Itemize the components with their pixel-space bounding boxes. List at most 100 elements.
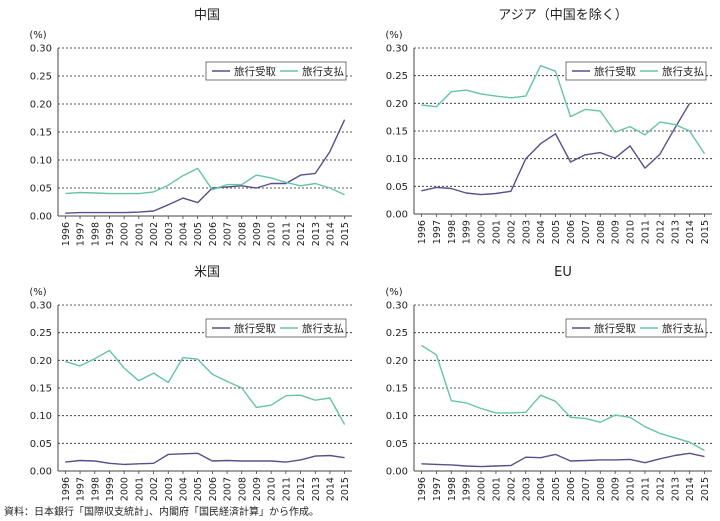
x-tick-label: 2012: [296, 222, 307, 246]
series-line-receipts: [421, 452, 705, 468]
x-tick-label: 2006: [208, 477, 219, 501]
series-line-receipts: [65, 452, 345, 466]
legend-label-receipts: 旅行受取: [234, 322, 276, 335]
legend-label-receipts: 旅行受取: [594, 322, 636, 335]
x-tick-label: 2000: [120, 477, 131, 501]
x-tick-label: 2001: [491, 220, 502, 244]
x-tick-label: 1999: [462, 220, 473, 244]
y-tick-label: 0.30: [386, 301, 408, 312]
x-tick-label: 1997: [76, 477, 87, 501]
x-tick-label: 2006: [208, 222, 219, 246]
x-tick-label: 2005: [551, 220, 562, 244]
x-tick-label: 2002: [506, 220, 517, 244]
y-tick-label: 0.15: [30, 384, 52, 395]
x-tick-label: 2003: [164, 477, 175, 501]
chart-panel-1: 中国 (%) 0.00 0.05 0.10 0.15 0.20 0.25 0.30 1996 199…: [29, 8, 352, 246]
y-tick-label: 0.30: [30, 301, 52, 312]
legend-box: [565, 61, 707, 81]
y-axis-unit: (%): [29, 287, 46, 298]
x-tick-label: 2015: [700, 477, 711, 501]
x-tick-label: 2012: [655, 220, 666, 244]
x-tick-label: 1996: [417, 220, 428, 244]
x-tick-label: 2003: [521, 477, 532, 501]
x-tick-label: 2002: [149, 477, 160, 501]
x-tick-label: 2011: [640, 220, 651, 244]
x-tick-label: 1999: [462, 477, 473, 501]
x-tick-label: 2008: [596, 477, 607, 501]
legend-box: [205, 318, 347, 338]
x-tick-label: 2014: [685, 477, 696, 501]
y-tick-label: 0.10: [30, 411, 52, 422]
x-tick-label: 1996: [417, 477, 428, 501]
x-tick-label: 2014: [325, 222, 336, 246]
x-tick-label: 2013: [311, 477, 322, 501]
x-tick-label: 2009: [611, 220, 622, 244]
x-tick-label: 2002: [149, 222, 160, 246]
x-tick-label: 1998: [90, 477, 101, 501]
x-tick-label: 2009: [611, 477, 622, 501]
x-tick-label: 2012: [296, 477, 307, 501]
x-tick-label: 2011: [281, 222, 292, 246]
x-tick-label: 2004: [536, 220, 547, 244]
x-tick-label: 2004: [536, 477, 547, 501]
chart-panel-4: EU (%) 0.00 0.05 0.10 0.15 0.20 0.25 0.30 1996 199…: [385, 265, 712, 501]
y-tick-label: 0.05: [30, 184, 52, 195]
x-tick-label: 2004: [178, 477, 189, 501]
series-line-payments: [421, 65, 706, 155]
x-tick-label: 2015: [340, 477, 351, 501]
x-tick-label: 1996: [61, 477, 72, 501]
x-tick-label: 2007: [581, 477, 592, 501]
legend: 旅行受取 旅行支払: [205, 318, 347, 338]
x-tick-label: 2012: [655, 477, 666, 501]
x-tick-label: 2006: [566, 477, 577, 501]
x-tick-label: 2005: [193, 477, 204, 501]
x-tick-label: 2007: [223, 222, 234, 246]
x-tick-label: 1999: [105, 222, 116, 246]
legend-box: [565, 318, 707, 338]
y-tick-label: 0.25: [386, 71, 408, 82]
series-line-receipts: [65, 119, 346, 214]
x-tick-label: 2009: [252, 222, 263, 246]
x-tick-label: 2008: [596, 220, 607, 244]
chart-title: アジア（中国を除く）: [498, 8, 627, 23]
x-tick-label: 1997: [432, 477, 443, 501]
legend-box: [205, 61, 347, 81]
x-tick-label: 2010: [267, 477, 278, 501]
legend: 旅行受取 旅行支払: [565, 61, 707, 81]
y-axis-unit: (%): [385, 30, 402, 41]
y-tick-label: 0.10: [386, 411, 408, 422]
x-tick-label: 2003: [521, 220, 532, 244]
x-tick-label: 2011: [640, 477, 651, 501]
y-tick-label: 0.00: [30, 467, 52, 478]
y-tick-label: 0.20: [386, 99, 408, 110]
y-tick-label: 0.30: [30, 44, 52, 55]
y-tick-label: 0.15: [386, 127, 408, 138]
x-tick-label: 2005: [193, 222, 204, 246]
y-tick-label: 0.25: [30, 328, 52, 339]
x-tick-label: 2001: [134, 222, 145, 246]
x-tick-label: 2006: [566, 220, 577, 244]
legend-label-payments: 旅行支払: [302, 65, 344, 78]
legend-label-payments: 旅行支払: [662, 65, 704, 78]
x-tick-label: 2008: [237, 477, 248, 501]
chart-title: EU: [554, 265, 572, 280]
series-line-payments: [65, 167, 345, 196]
y-tick-label: 0.00: [386, 210, 408, 221]
legend-label-payments: 旅行支払: [302, 322, 344, 335]
x-tick-label: 2001: [134, 477, 145, 501]
y-tick-label: 0.10: [30, 156, 52, 167]
x-tick-label: 2001: [491, 477, 502, 501]
x-tick-label: 2013: [311, 222, 322, 246]
x-tick-label: 2004: [178, 222, 189, 246]
x-tick-label: 2005: [551, 477, 562, 501]
y-tick-label: 0.10: [386, 154, 408, 165]
x-tick-label: 2007: [223, 477, 234, 501]
chart-panel-2: アジア（中国を除く） (%) 0.00 0.05 0.10 0.15 0.20 0.25 0.3…: [385, 8, 712, 244]
x-tick-label: 1999: [105, 477, 116, 501]
legend-label-receipts: 旅行受取: [234, 65, 276, 78]
y-tick-label: 0.30: [386, 44, 408, 55]
y-tick-label: 0.00: [386, 467, 408, 478]
y-tick-label: 0.05: [386, 182, 408, 193]
y-tick-label: 0.15: [30, 128, 52, 139]
